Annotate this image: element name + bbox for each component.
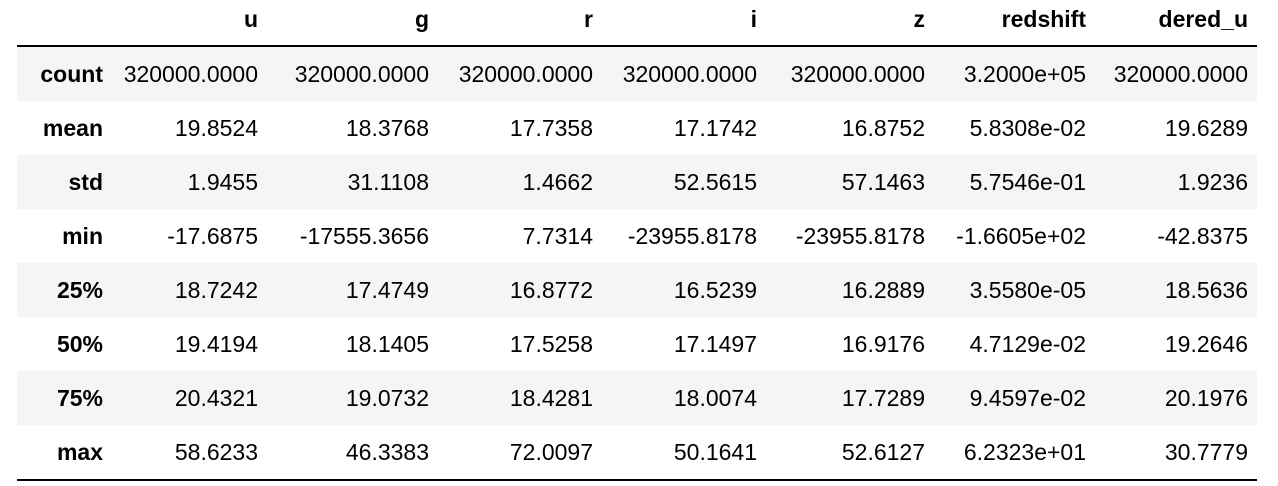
cell-25pct-z: 16.2889: [841, 277, 925, 303]
table-row-50pct: 50% 19.4194 18.1405 17.5258 17.1497 16.9176 4.…: [17, 317, 1257, 371]
cell-25pct-redshift: 3.5580e-05: [969, 277, 1086, 303]
cell-75pct-u: 20.4321: [174, 385, 258, 411]
cell-75pct-r: 18.4281: [509, 385, 593, 411]
cell-count-redshift: 3.2000e+05: [963, 61, 1086, 87]
cell-mean-z: 16.8752: [841, 115, 925, 141]
cell-mean-i: 17.1742: [673, 115, 757, 141]
row-label: max: [17, 425, 112, 481]
cell-75pct-z: 17.7289: [841, 385, 925, 411]
column-header-redshift: redshift: [934, 0, 1095, 47]
cell-50pct-r: 17.5258: [509, 331, 593, 357]
cell-count-z: 320000.0000: [790, 61, 925, 87]
row-label: mean: [42, 115, 103, 141]
table-row-mean: mean 19.8524 18.3768 17.7358 17.1742 16.8752 5…: [17, 101, 1257, 155]
cell-count-u: 320000.0000: [123, 61, 258, 87]
cell-25pct-i: 16.5239: [673, 277, 757, 303]
cell-25pct-u: 18.7242: [174, 277, 258, 303]
cell-mean-r: 17.7358: [509, 115, 593, 141]
cell-min-z: -23955.8178: [795, 223, 925, 249]
cell-count-i: 320000.0000: [622, 61, 757, 87]
cell-mean-u: 19.8524: [174, 115, 258, 141]
column-header-g: g: [267, 0, 438, 47]
cell-50pct-z: 16.9176: [841, 331, 925, 357]
cell-min-g: -17555.3656: [299, 223, 429, 249]
cell-max-dered_u: 30.7779: [1095, 425, 1257, 481]
cell-25pct-dered_u: 18.5636: [1164, 277, 1248, 303]
table-row-max: max 58.6233 46.3383 72.0097 50.1641 52.6127 6.…: [17, 425, 1257, 481]
row-label: min: [62, 223, 103, 249]
cell-mean-redshift: 5.8308e-02: [969, 115, 1086, 141]
column-header-i: i: [602, 0, 766, 47]
cell-std-r: 1.4662: [522, 169, 593, 195]
row-label: count: [40, 61, 103, 87]
cell-max-redshift: 6.2323e+01: [934, 425, 1095, 481]
cell-std-g: 31.1108: [347, 169, 429, 195]
cell-25pct-g: 17.4749: [345, 277, 429, 303]
cell-mean-dered_u: 19.6289: [1164, 115, 1248, 141]
cell-std-z: 57.1463: [841, 169, 925, 195]
cell-std-i: 52.5615: [673, 169, 757, 195]
cell-50pct-redshift: 4.7129e-02: [969, 331, 1086, 357]
column-header-u: u: [112, 0, 267, 47]
cell-min-redshift: -1.6605e+02: [956, 223, 1086, 249]
dataframe-table: u g r i z redshift dered_u count 320000.0000 320…: [17, 0, 1257, 481]
cell-50pct-i: 17.1497: [673, 331, 757, 357]
table-row-75pct: 75% 20.4321 19.0732 18.4281 18.0074 17.7289 9.…: [17, 371, 1257, 425]
table-row-25pct: 25% 18.7242 17.4749 16.8772 16.5239 16.2889 3.…: [17, 263, 1257, 317]
index-corner-cell: [17, 0, 112, 47]
cell-min-u: -17.6875: [167, 223, 258, 249]
cell-min-r: 7.7314: [522, 223, 593, 249]
table-row-min: min -17.6875 -17555.3656 7.7314 -23955.8178 -…: [17, 209, 1257, 263]
table-row-count: count 320000.0000 320000.0000 320000.0000 32…: [17, 46, 1257, 101]
row-label: std: [68, 169, 104, 195]
cell-50pct-u: 19.4194: [174, 331, 258, 357]
cell-max-g: 46.3383: [267, 425, 438, 481]
cell-50pct-dered_u: 19.2646: [1164, 331, 1248, 357]
table-header: u g r i z redshift dered_u: [17, 0, 1257, 47]
cell-min-i: -23955.8178: [627, 223, 757, 249]
row-label: 75%: [56, 385, 103, 411]
cell-75pct-i: 18.0074: [673, 385, 757, 411]
cell-50pct-g: 18.1405: [345, 331, 429, 357]
column-header-dered_u: dered_u: [1095, 0, 1257, 47]
cell-25pct-r: 16.8772: [509, 277, 593, 303]
cell-count-r: 320000.0000: [458, 61, 593, 87]
cell-max-r: 72.0097: [438, 425, 602, 481]
column-header-r: r: [438, 0, 602, 47]
cell-mean-g: 18.3768: [345, 115, 429, 141]
cell-max-i: 50.1641: [602, 425, 766, 481]
cell-75pct-dered_u: 20.1976: [1164, 385, 1248, 411]
cell-std-dered_u: 1.9236: [1177, 169, 1248, 195]
row-label: 25%: [56, 277, 103, 303]
cell-min-dered_u: -42.8375: [1157, 223, 1248, 249]
cell-max-z: 52.6127: [766, 425, 934, 481]
cell-std-redshift: 5.7546e-01: [969, 169, 1086, 195]
table-row-std: std 1.9455 31.1108 1.4662 52.5615 57.1463 5.75…: [17, 155, 1257, 209]
cell-max-u: 58.6233: [112, 425, 267, 481]
cell-std-u: 1.9455: [187, 169, 258, 195]
table-body: count 320000.0000 320000.0000 320000.0000 32…: [17, 46, 1257, 481]
header-row: u g r i z redshift dered_u: [17, 0, 1257, 47]
cell-count-dered_u: 320000.0000: [1113, 61, 1248, 87]
cell-count-g: 320000.0000: [294, 61, 429, 87]
cell-75pct-redshift: 9.4597e-02: [969, 385, 1086, 411]
cell-75pct-g: 19.0732: [345, 385, 429, 411]
column-header-z: z: [766, 0, 934, 47]
row-label: 50%: [56, 331, 103, 357]
